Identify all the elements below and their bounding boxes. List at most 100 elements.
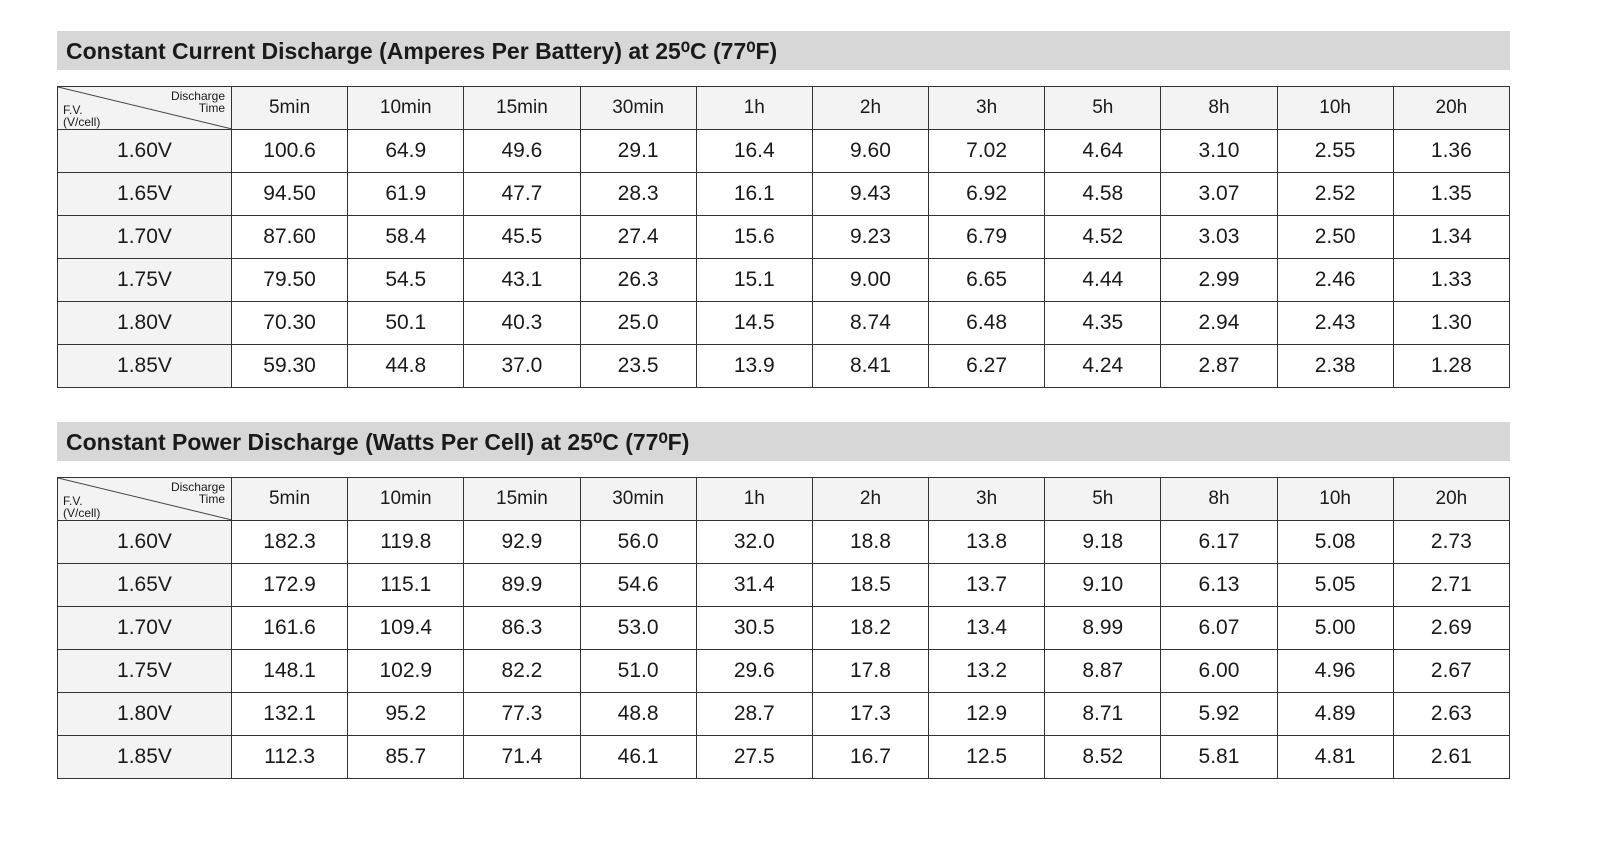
column-header: 30min (579, 86, 697, 130)
cell: 28.7 (695, 692, 813, 736)
cell: 3.10 (1160, 129, 1278, 173)
cell: 25.0 (579, 301, 697, 345)
row-label: 1.65V (57, 172, 232, 216)
cell: 47.7 (463, 172, 581, 216)
cell: 9.18 (1044, 520, 1162, 564)
row-label: 1.80V (57, 692, 232, 736)
cell: 12.9 (928, 692, 1046, 736)
cell: 1.35 (1392, 172, 1511, 216)
data-table: Discharge Time F.V. (V/cell) 5min 10min 15min 3… (57, 86, 1511, 388)
cell: 5.08 (1276, 520, 1394, 564)
column-header: 2h (811, 477, 930, 521)
cell: 115.1 (347, 563, 465, 607)
cell: 3.03 (1160, 215, 1278, 259)
cell: 2.73 (1392, 520, 1511, 564)
column-header: 20h (1392, 86, 1511, 130)
cell: 6.65 (928, 258, 1046, 302)
header-row: Discharge Time F.V. (V/cell) 5min 10min 15min 3… (57, 477, 1511, 521)
cell: 17.8 (811, 649, 930, 693)
cell: 4.35 (1044, 301, 1162, 345)
cell: 31.4 (695, 563, 813, 607)
cell: 9.43 (811, 172, 930, 216)
cell: 14.5 (695, 301, 813, 345)
cell: 2.61 (1392, 735, 1511, 779)
column-header: 15min (463, 86, 581, 130)
cell: 4.89 (1276, 692, 1394, 736)
cell: 6.00 (1160, 649, 1278, 693)
cell: 4.24 (1044, 344, 1162, 388)
cell: 182.3 (230, 520, 349, 564)
cell: 44.8 (347, 344, 465, 388)
cell: 12.5 (928, 735, 1046, 779)
cell: 8.52 (1044, 735, 1162, 779)
cell: 15.1 (695, 258, 813, 302)
data-row: 1.65V 94.50 61.9 47.7 28.3 16.1 9.43 6.92 4.58 3.… (57, 172, 1511, 216)
cell: 8.74 (811, 301, 930, 345)
cell: 77.3 (463, 692, 581, 736)
row-label: 1.60V (57, 129, 232, 173)
row-label: 1.70V (57, 606, 232, 650)
row-label: 1.75V (57, 649, 232, 693)
cell: 6.92 (928, 172, 1046, 216)
cell: 95.2 (347, 692, 465, 736)
data-table: Discharge Time F.V. (V/cell) 5min 10min 15min 3… (57, 477, 1511, 779)
diagonal (58, 87, 232, 129)
corner-column-label: Time (198, 492, 225, 506)
corner-cell: Discharge Time F.V. (V/cell) (57, 477, 232, 521)
data-row: 1.75V 148.1 102.9 82.2 51.0 29.6 17.8 13.2 8.87 6… (57, 649, 1511, 693)
column-header: 10h (1276, 477, 1394, 521)
data-row: 1.60V 100.6 64.9 49.6 29.1 16.4 9.60 7.02 4.64 3.… (57, 129, 1511, 173)
cell: 43.1 (463, 258, 581, 302)
cell: 48.8 (579, 692, 697, 736)
cell: 1.30 (1392, 301, 1511, 345)
cell: 27.5 (695, 735, 813, 779)
header-row: Discharge Time F.V. (V/cell) 5min 10min 15min 3… (57, 86, 1511, 130)
cell: 2.43 (1276, 301, 1394, 345)
cell: 18.8 (811, 520, 930, 564)
cell: 13.2 (928, 649, 1046, 693)
cell: 1.36 (1392, 129, 1511, 173)
cell: 1.33 (1392, 258, 1511, 302)
column-header: 10min (347, 477, 465, 521)
column-header: 8h (1160, 86, 1278, 130)
cell: 32.0 (695, 520, 813, 564)
column-header: 2h (811, 86, 930, 130)
cell: 2.63 (1392, 692, 1511, 736)
cell: 82.2 (463, 649, 581, 693)
cell: 29.1 (579, 129, 697, 173)
cell: 2.52 (1276, 172, 1394, 216)
cell: 172.9 (230, 563, 349, 607)
corner-column-label: Discharge (170, 89, 225, 103)
cell: 3.07 (1160, 172, 1278, 216)
cell: 70.30 (230, 301, 349, 345)
cell: 148.1 (230, 649, 349, 693)
cell: 86.3 (463, 606, 581, 650)
cell: 16.1 (695, 172, 813, 216)
cell: 58.4 (347, 215, 465, 259)
cell: 2.94 (1160, 301, 1278, 345)
cell: 13.9 (695, 344, 813, 388)
column-header: 5min (230, 86, 349, 130)
data-row: 1.80V 70.30 50.1 40.3 25.0 14.5 8.74 6.48 4.35 2.… (57, 301, 1511, 345)
cell: 13.4 (928, 606, 1046, 650)
cell: 112.3 (230, 735, 349, 779)
cell: 4.52 (1044, 215, 1162, 259)
corner-row-label: (V/cell) (63, 115, 101, 129)
cell: 9.23 (811, 215, 930, 259)
cell: 26.3 (579, 258, 697, 302)
cell: 71.4 (463, 735, 581, 779)
cell: 2.87 (1160, 344, 1278, 388)
row-label: 1.85V (57, 344, 232, 388)
cell: 109.4 (347, 606, 465, 650)
cell: 30.5 (695, 606, 813, 650)
cell: 61.9 (347, 172, 465, 216)
cell: 18.2 (811, 606, 930, 650)
corner: Discharge Time F.V. (V/cell) (58, 478, 232, 520)
corner: Discharge Time F.V. (V/cell) (58, 87, 232, 129)
cell: 79.50 (230, 258, 349, 302)
cell: 29.6 (695, 649, 813, 693)
row-label: 1.80V (57, 301, 232, 345)
data-row: 1.65V 172.9 115.1 89.9 54.6 31.4 18.5 13.7 9.10 6… (57, 563, 1511, 607)
row-label: 1.70V (57, 215, 232, 259)
